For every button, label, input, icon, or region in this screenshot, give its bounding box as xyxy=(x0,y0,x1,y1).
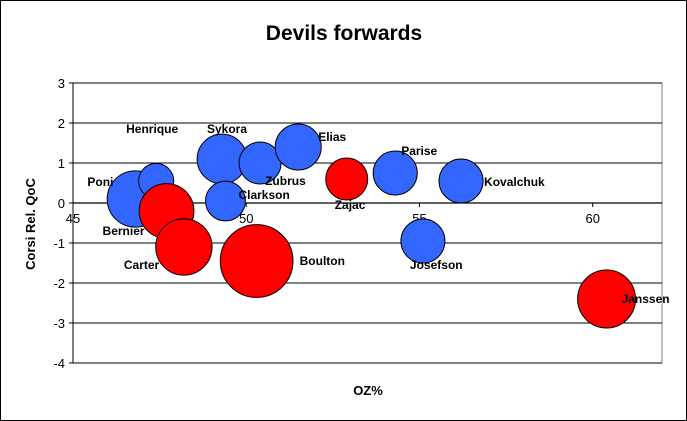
bubble-kovalchuk xyxy=(438,158,484,204)
bubble-zajac xyxy=(325,157,369,201)
x-tick-label: 45 xyxy=(66,211,80,226)
x-axis-ticks: 45 50 55 60 xyxy=(66,203,600,226)
chart-title: Devils forwards xyxy=(266,22,422,45)
y-tick-label: 0 xyxy=(58,196,65,211)
y-tick-label: 1 xyxy=(58,156,65,171)
bubble-label-carter: Carter xyxy=(124,258,160,272)
x-axis-title: OZ% xyxy=(353,383,383,398)
bubble-series xyxy=(106,123,637,329)
bubble-parise xyxy=(372,150,418,196)
y-tick-label: 3 xyxy=(58,76,65,91)
bubble-labels: PoniHenriqueBernierCarterSykoraClarksonZ… xyxy=(87,122,669,306)
bubble-clarkson xyxy=(205,180,246,222)
bubble-carter xyxy=(155,218,213,276)
bubble-janssen xyxy=(577,269,637,329)
y-axis-title: Corsi Rel. QoC xyxy=(23,178,38,270)
x-tick-label: 50 xyxy=(239,211,253,226)
bubble-label-sykora: Sykora xyxy=(207,122,247,136)
bubble-label-zubrus: Zubrus xyxy=(265,174,306,188)
bubble-label-kovalchuk: Kovalchuk xyxy=(484,175,545,189)
bubble-label-henrique: Henrique xyxy=(126,122,178,136)
bubble-label-bernier: Bernier xyxy=(103,224,145,238)
bubble-josefson xyxy=(400,218,446,264)
bubble-elias xyxy=(274,123,322,171)
y-tick-label: -1 xyxy=(53,236,65,251)
y-tick-label: -2 xyxy=(53,276,65,291)
bubble-label-boulton: Boulton xyxy=(300,254,345,268)
x-tick-label: 60 xyxy=(585,211,599,226)
y-tick-label: -3 xyxy=(53,316,65,331)
bubble-label-poni: Poni xyxy=(87,175,113,189)
bubble-label-elias: Elias xyxy=(318,130,346,144)
y-tick-label: -4 xyxy=(53,356,65,371)
bubble-label-zajac: Zajac xyxy=(335,198,366,212)
bubble-boulton xyxy=(219,224,294,298)
y-axis-ticks: 3 2 1 0 -1 -2 -3 -4 xyxy=(53,76,73,371)
bubble-label-janssen: Janssen xyxy=(622,292,670,306)
bubble-label-parise: Parise xyxy=(401,144,437,158)
y-tick-label: 2 xyxy=(58,116,65,131)
bubble-label-clarkson: Clarkson xyxy=(238,188,289,202)
bubble-label-josefson: Josefson xyxy=(410,258,463,272)
